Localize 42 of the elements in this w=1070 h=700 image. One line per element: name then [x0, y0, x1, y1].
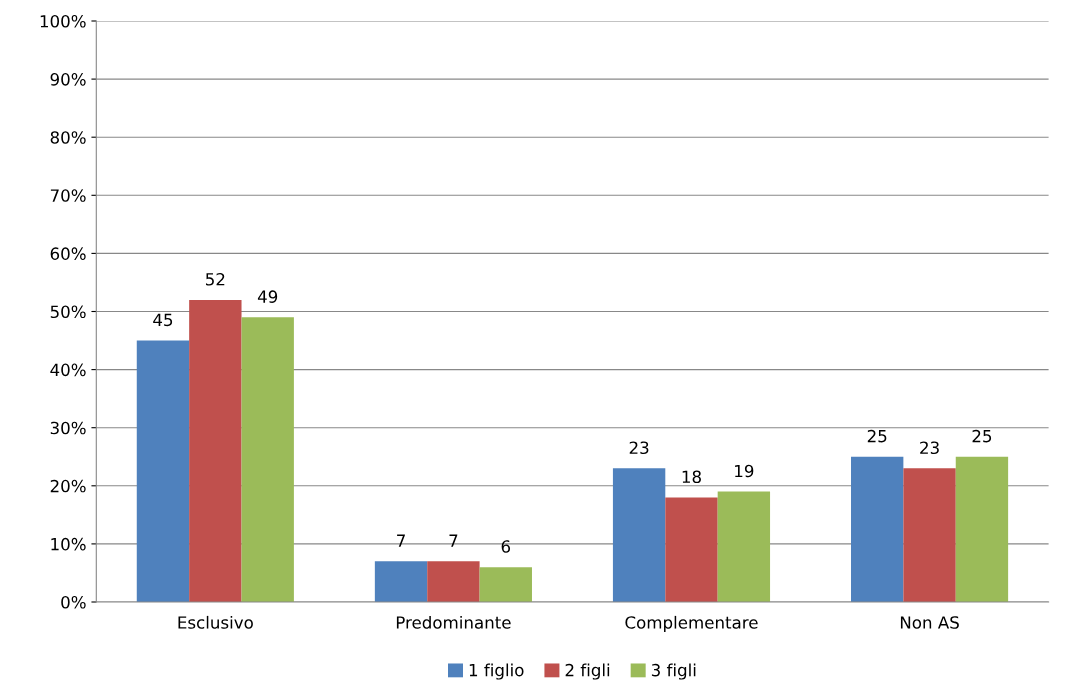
- data-label: 23: [629, 441, 649, 455]
- bar: [612, 468, 666, 602]
- legend-label: 3 figli: [651, 663, 696, 680]
- data-label: 52: [206, 272, 225, 286]
- y-tick-label: 60%: [50, 247, 86, 260]
- bar: [717, 491, 771, 602]
- bar: [665, 497, 718, 602]
- x-tick-label: Complementare: [625, 615, 758, 633]
- bar: [427, 561, 480, 602]
- legend-label: 2 figli: [565, 663, 610, 680]
- bar: [903, 468, 956, 602]
- bar: [136, 340, 190, 602]
- bar: [189, 299, 242, 602]
- bar: [374, 561, 428, 602]
- y-tick-label: 40%: [50, 363, 86, 377]
- y-tick-label: 50%: [50, 305, 86, 319]
- x-tick-label: Non AS: [900, 616, 959, 629]
- data-label: 49: [257, 290, 278, 303]
- y-tick-label: 100%: [40, 14, 86, 28]
- bar: [241, 317, 294, 602]
- y-tick-label: 0%: [61, 595, 86, 609]
- y-tick-label: 10%: [51, 537, 86, 551]
- data-label: 45: [153, 313, 173, 327]
- data-label: 25: [972, 429, 992, 443]
- y-tick-label: 90%: [50, 73, 86, 86]
- x-tick-label: Esclusivo: [178, 615, 253, 629]
- bar: [955, 456, 1009, 602]
- data-label: 7: [449, 534, 458, 547]
- y-tick-label: 80%: [50, 131, 86, 144]
- bar: [479, 567, 532, 602]
- y-tick-label: 20%: [50, 479, 86, 493]
- data-label: 23: [920, 441, 939, 455]
- y-tick-label: 70%: [50, 189, 86, 202]
- data-label: 7: [397, 534, 405, 547]
- bar: [851, 456, 904, 602]
- data-label: 25: [867, 429, 887, 443]
- x-tick-label: Predominante: [396, 615, 511, 629]
- y-tick-label: 30%: [50, 421, 86, 435]
- data-label: 18: [682, 470, 701, 484]
- legend-label: 1 figlio: [469, 663, 524, 680]
- data-label: 6: [501, 540, 511, 553]
- data-label: 19: [735, 464, 754, 478]
